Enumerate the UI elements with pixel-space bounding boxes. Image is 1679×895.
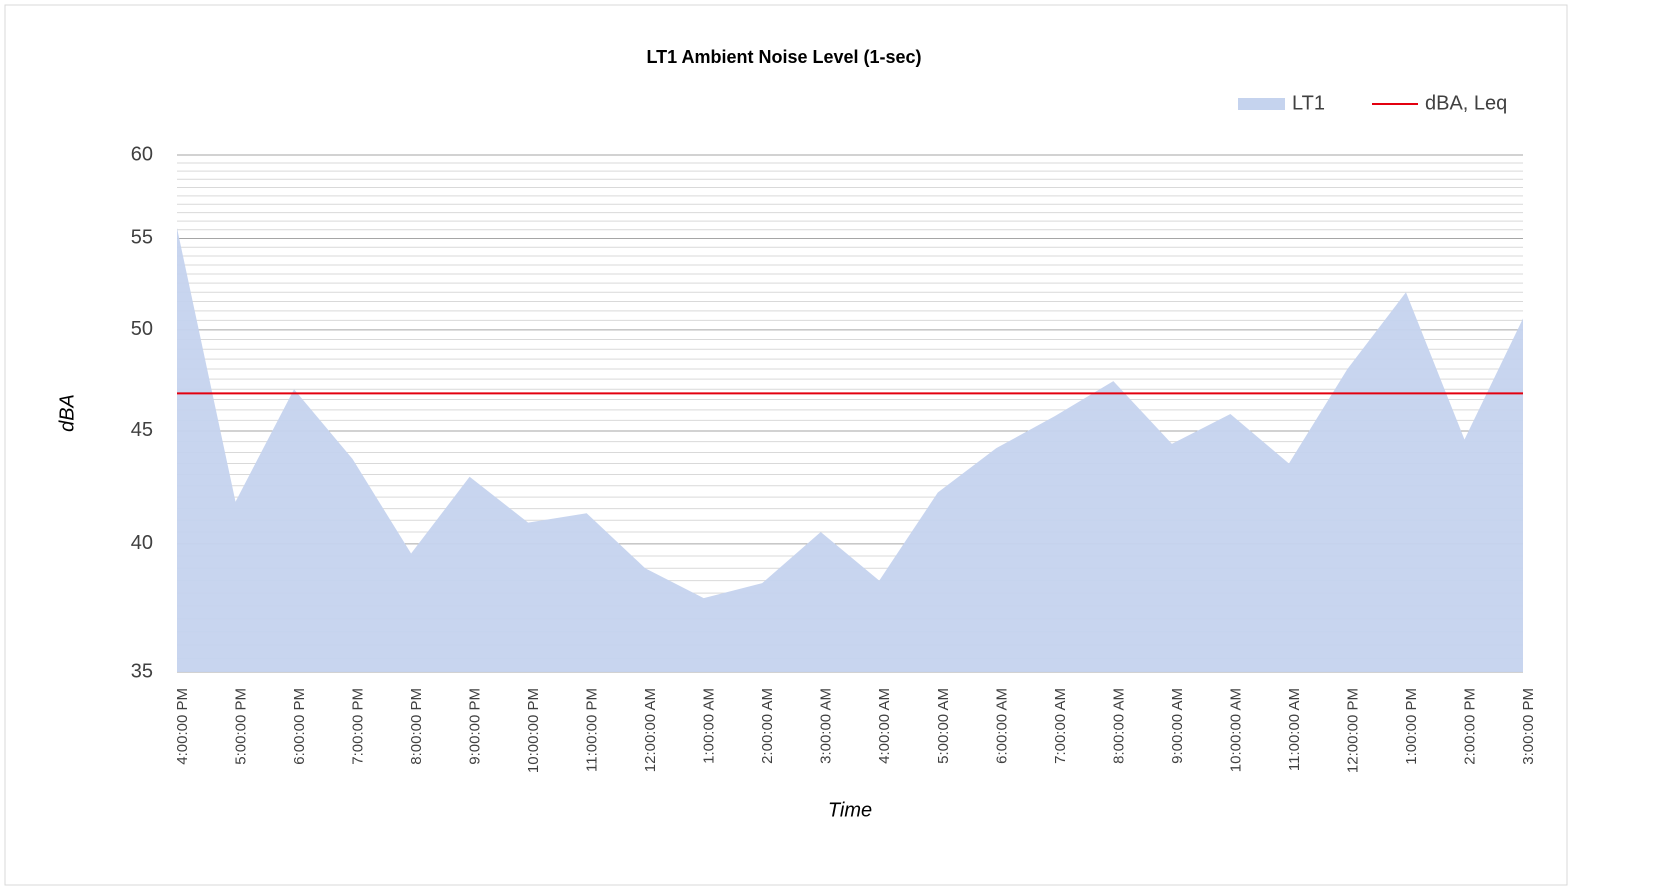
x-tick-label: 10:00:00 AM <box>1227 688 1244 772</box>
x-tick-label: 12:00:00 AM <box>642 688 659 772</box>
x-tick-label: 3:00:00 AM <box>818 688 835 764</box>
x-tick-label: 11:00:00 PM <box>584 688 601 772</box>
x-tick-label: 2:00:00 AM <box>759 688 776 764</box>
y-tick-label: 50 <box>131 318 153 340</box>
x-tick-label: 7:00:00 AM <box>1052 688 1069 764</box>
legend-label: LT1 <box>1292 92 1325 114</box>
chart-title: LT1 Ambient Noise Level (1-sec) <box>646 47 921 67</box>
y-tick-label: 55 <box>131 227 153 249</box>
x-tick-label: 2:00:00 PM <box>1461 688 1478 765</box>
x-tick-label: 4:00:00 PM <box>174 688 191 765</box>
y-tick-label: 35 <box>131 660 153 682</box>
y-tick-label: 60 <box>131 143 153 165</box>
x-tick-label: 9:00:00 AM <box>1169 688 1186 764</box>
x-tick-label: 5:00:00 PM <box>232 688 249 765</box>
y-tick-label: 40 <box>131 532 153 554</box>
x-tick-label: 7:00:00 PM <box>350 688 367 765</box>
x-tick-label: 12:00:00 PM <box>1344 688 1361 773</box>
legend-label: dBA, Leq <box>1425 92 1507 114</box>
x-tick-label: 8:00:00 AM <box>1110 688 1127 764</box>
legend-swatch <box>1238 98 1285 110</box>
x-tick-label: 8:00:00 PM <box>408 688 425 765</box>
x-tick-label: 6:00:00 AM <box>993 688 1010 764</box>
x-tick-label: 6:00:00 PM <box>291 688 308 765</box>
y-tick-label: 45 <box>131 419 153 441</box>
y-axis-title: dBA <box>56 394 78 432</box>
x-tick-label: 5:00:00 AM <box>935 688 952 764</box>
x-tick-label: 11:00:00 AM <box>1286 688 1303 771</box>
x-tick-label: 9:00:00 PM <box>467 688 484 765</box>
x-tick-label: 3:00:00 PM <box>1520 688 1537 765</box>
x-tick-label: 4:00:00 AM <box>876 688 893 764</box>
x-tick-label: 1:00:00 AM <box>701 688 718 764</box>
x-tick-label: 1:00:00 PM <box>1403 688 1420 765</box>
area <box>177 228 1523 672</box>
x-tick-label: 10:00:00 PM <box>525 688 542 773</box>
x-axis-title: Time <box>828 799 872 821</box>
